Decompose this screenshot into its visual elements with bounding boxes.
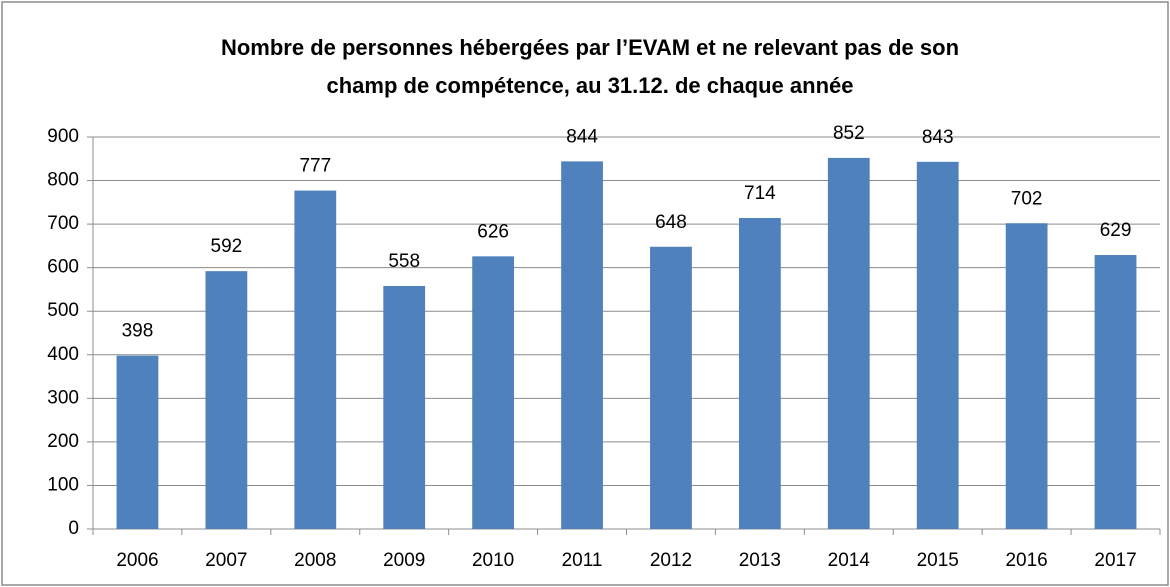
value-label: 398 bbox=[122, 321, 154, 342]
y-tick-label: 600 bbox=[47, 257, 79, 278]
bar bbox=[1005, 223, 1048, 530]
y-tick-label: 400 bbox=[47, 344, 79, 365]
x-tick-label: 2011 bbox=[562, 550, 603, 571]
x-tick-label: 2015 bbox=[917, 550, 959, 571]
y-tick-label: 800 bbox=[47, 170, 79, 191]
chart-title: champ de compétence, au 31.12. de chaque… bbox=[327, 73, 854, 98]
bar bbox=[294, 190, 337, 529]
bar bbox=[1094, 255, 1137, 529]
y-tick-label: 900 bbox=[47, 126, 79, 147]
x-tick-label: 2014 bbox=[828, 550, 871, 571]
chart-title: Nombre de personnes hébergées par l’EVAM… bbox=[221, 35, 959, 60]
value-label: 629 bbox=[1100, 220, 1132, 241]
x-tick-label: 2007 bbox=[205, 550, 247, 571]
y-tick-label: 500 bbox=[47, 300, 79, 321]
value-label: 714 bbox=[744, 183, 776, 204]
x-tick-label: 2008 bbox=[294, 550, 336, 571]
value-label: 702 bbox=[1011, 188, 1043, 209]
x-tick-label: 2016 bbox=[1005, 550, 1047, 571]
value-label: 626 bbox=[477, 221, 509, 242]
y-tick-label: 200 bbox=[47, 431, 79, 452]
value-label: 844 bbox=[566, 126, 598, 147]
value-label: 777 bbox=[299, 156, 331, 177]
bar bbox=[738, 218, 781, 529]
bar bbox=[827, 157, 870, 529]
x-tick-label: 2010 bbox=[472, 550, 514, 571]
x-tick-label: 2009 bbox=[383, 550, 425, 571]
value-label: 592 bbox=[211, 236, 243, 257]
x-tick-label: 2006 bbox=[116, 550, 158, 571]
bar bbox=[561, 161, 603, 529]
y-tick-label: 300 bbox=[47, 387, 79, 408]
value-label: 852 bbox=[833, 123, 865, 144]
value-label: 648 bbox=[655, 212, 687, 233]
x-tick-label: 2013 bbox=[739, 550, 781, 571]
value-label: 843 bbox=[922, 127, 954, 148]
y-tick-label: 700 bbox=[47, 213, 79, 234]
bar bbox=[650, 246, 692, 529]
bar bbox=[205, 271, 248, 529]
y-tick-label: 100 bbox=[47, 474, 79, 495]
bar bbox=[916, 161, 959, 529]
y-tick-label: 0 bbox=[68, 518, 79, 539]
value-label: 558 bbox=[388, 251, 420, 272]
x-tick-label: 2017 bbox=[1094, 550, 1136, 571]
bar bbox=[116, 355, 159, 529]
x-tick-label: 2012 bbox=[650, 550, 692, 571]
bar bbox=[472, 256, 515, 529]
bar bbox=[383, 285, 426, 529]
